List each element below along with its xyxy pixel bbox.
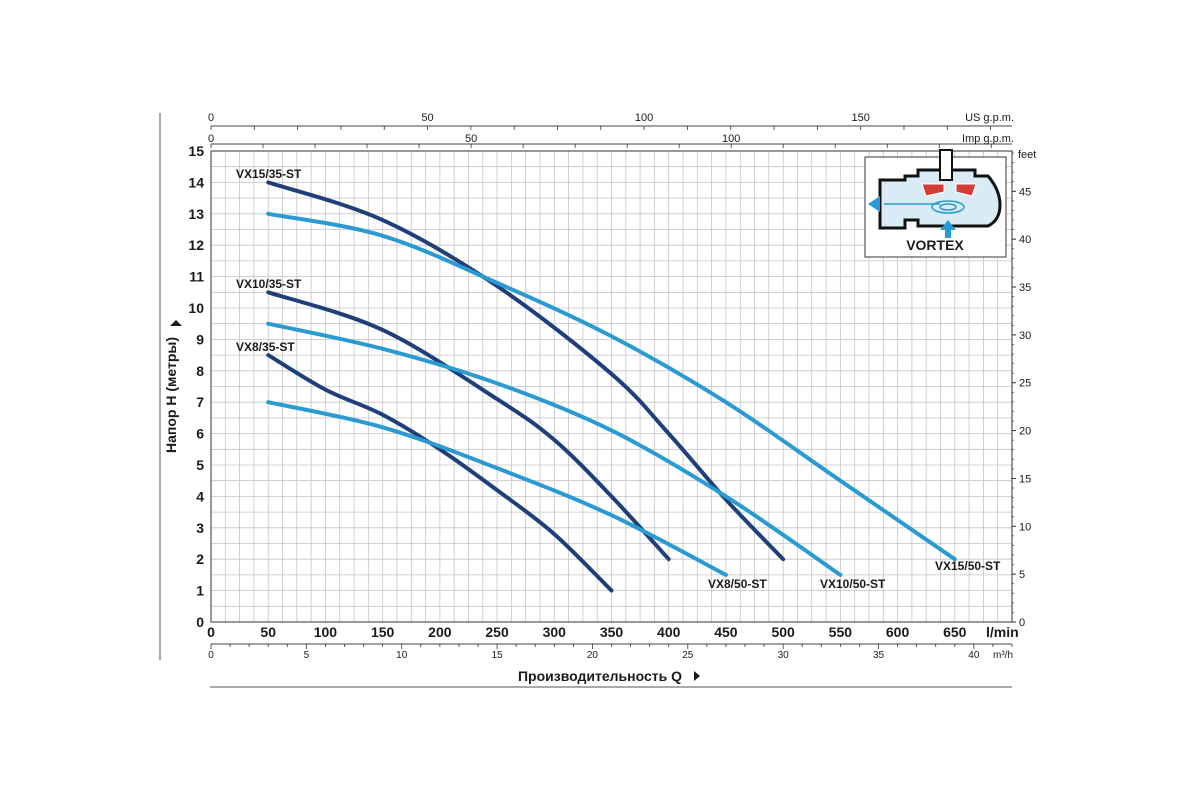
series-line — [266, 400, 728, 577]
feet-tick-label: 15 — [1019, 473, 1031, 485]
imp-gpm-tick-label: 0 — [208, 133, 214, 145]
imp-gpm-tick-label: 100 — [722, 133, 740, 145]
y-tick-label: 4 — [196, 488, 204, 504]
y-tick-label: 9 — [196, 331, 204, 347]
y-tick-label: 3 — [196, 520, 204, 536]
x-tick-label: 650 — [943, 624, 967, 640]
x-tick-label: 250 — [485, 624, 509, 640]
series-label: VX15/35-ST — [236, 167, 302, 181]
vortex-pump-icon — [868, 149, 1002, 238]
x-tick-label: 50 — [260, 624, 276, 640]
x-tick-label: 600 — [886, 624, 910, 640]
feet-tick-label: 5 — [1019, 569, 1025, 581]
inset-label: VORTEX — [906, 237, 964, 253]
y-tick-label: 5 — [196, 457, 204, 473]
curves — [266, 180, 957, 593]
series-labels: VX15/35-ST VX10/35-ST VX8/35-ST VX15/50-ST V… — [236, 167, 1001, 591]
y-tick-label: 15 — [188, 143, 204, 159]
feet-tick-label: 10 — [1019, 521, 1031, 533]
feet-tick-label: 45 — [1019, 186, 1031, 198]
feet-tick-label: 40 — [1019, 234, 1031, 246]
feet-tick-label: 35 — [1019, 282, 1031, 294]
us-gpm-tick-label: 100 — [635, 112, 653, 124]
m3h-tick-label: 15 — [492, 650, 504, 661]
feet-tick-label: 0 — [1019, 617, 1025, 629]
series-line — [266, 211, 957, 562]
x-tick-labels: 0 50 100 150 200 250 300 350 400 450 500 550 600 650 — [207, 624, 967, 640]
x-tick-label: 200 — [428, 624, 452, 640]
y-tick-label: 13 — [188, 206, 204, 222]
series-line — [266, 321, 843, 577]
plot-frame — [210, 150, 1013, 623]
x-tick-label: 150 — [371, 624, 395, 640]
x-tick-label: 400 — [657, 624, 681, 640]
imp-gpm-axis-label: Imp g.p.m. — [962, 133, 1014, 145]
m3h-tick-label: 35 — [873, 650, 885, 661]
series-label: VX8/50-ST — [708, 577, 767, 591]
x-tick-label: 300 — [543, 624, 567, 640]
x-unit-label: l/min — [986, 624, 1019, 640]
us-gpm-ticks: 0 50 100 150 — [208, 112, 992, 130]
us-gpm-tick-label: 150 — [851, 112, 869, 124]
imp-gpm-ticks: 0 50 100 — [208, 133, 992, 148]
y-tick-label: 1 — [196, 583, 204, 599]
series-line — [266, 290, 671, 562]
y-tick-label: 14 — [188, 174, 204, 190]
y-tick-label: 2 — [196, 551, 204, 567]
x-tick-label: 550 — [829, 624, 853, 640]
x-tick-label: 500 — [771, 624, 795, 640]
m3h-tick-label: 10 — [396, 650, 408, 661]
y-tick-label: 0 — [196, 614, 204, 630]
feet-tick-label: 30 — [1019, 330, 1031, 342]
x-tick-label: 100 — [314, 624, 338, 640]
series-label: VX8/35-ST — [236, 340, 295, 354]
y-tick-label: 11 — [189, 269, 204, 285]
series-label: VX10/35-ST — [236, 277, 302, 291]
y-tick-label: 8 — [196, 363, 204, 379]
m3h-tick-label: 20 — [587, 650, 599, 661]
vortex-inset: VORTEX — [864, 149, 1007, 258]
series-line — [266, 353, 614, 593]
x-tick-label: 0 — [207, 624, 215, 640]
m3h-tick-label: 25 — [682, 650, 694, 661]
m3h-tick-label: 40 — [968, 650, 980, 661]
series-label: VX15/50-ST — [935, 559, 1001, 573]
grid — [210, 150, 1013, 623]
x-tick-label: 350 — [600, 624, 624, 640]
m3h-tick-label: 5 — [304, 650, 310, 661]
m3h-tick-labels: 0 5 10 15 20 25 30 35 40 — [208, 644, 1013, 661]
series-line — [266, 180, 786, 562]
m3h-tick-label: 0 — [208, 650, 214, 661]
x-axis-title: Производительность Q — [518, 668, 682, 684]
feet-tick-labels: 0 5 10 15 20 25 30 35 40 45 — [1012, 152, 1031, 629]
y-tick-label: 12 — [188, 237, 204, 253]
us-gpm-tick-label: 0 — [208, 112, 214, 124]
x-axis-arrow-icon — [694, 671, 700, 681]
imp-gpm-tick-label: 50 — [465, 133, 477, 145]
y-axis-title: Напор H (метры) — [163, 337, 179, 453]
feet-axis-label: feet — [1018, 149, 1036, 161]
feet-tick-label: 20 — [1019, 426, 1031, 438]
m3h-axis-label: m³/h — [993, 650, 1013, 661]
top-axes: 0 50 100 150 0 50 100 US g.p.m. Imp g.p.m. — [208, 112, 1014, 148]
series-label: VX10/50-ST — [820, 577, 886, 591]
y-tick-label: 6 — [196, 426, 204, 442]
y-tick-label: 7 — [196, 394, 204, 410]
feet-tick-label: 25 — [1019, 378, 1031, 390]
m3h-tick-label: 30 — [778, 650, 790, 661]
y-axis-arrow-icon — [170, 320, 182, 326]
x-tick-label: 450 — [714, 624, 738, 640]
y-tick-label: 10 — [188, 300, 204, 316]
us-gpm-axis-label: US g.p.m. — [965, 112, 1014, 124]
us-gpm-tick-label: 50 — [421, 112, 433, 124]
